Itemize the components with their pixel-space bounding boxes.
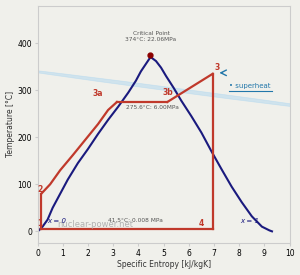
Text: nuclear-power.net: nuclear-power.net (58, 220, 134, 229)
Text: 1: 1 (38, 219, 43, 228)
Text: • superheat: • superheat (229, 83, 271, 89)
Text: 275.6°C: 6.00MPa: 275.6°C: 6.00MPa (126, 105, 178, 110)
Y-axis label: Temperature [°C]: Temperature [°C] (6, 91, 15, 157)
Text: 41.5°C: 0.008 MPa: 41.5°C: 0.008 MPa (108, 218, 163, 223)
Text: x = 0: x = 0 (47, 218, 66, 224)
Text: 2: 2 (38, 185, 43, 194)
Text: x = 1: x = 1 (241, 218, 260, 224)
X-axis label: Specific Entropy [kJ/kgK]: Specific Entropy [kJ/kgK] (116, 260, 211, 270)
Text: Critical Point
374°C: 22.06MPa: Critical Point 374°C: 22.06MPa (125, 31, 176, 42)
Text: 3b: 3b (162, 88, 173, 97)
Ellipse shape (8, 68, 300, 112)
Text: 4: 4 (199, 219, 204, 228)
Text: 3a: 3a (93, 89, 103, 98)
Text: 3: 3 (214, 63, 220, 72)
